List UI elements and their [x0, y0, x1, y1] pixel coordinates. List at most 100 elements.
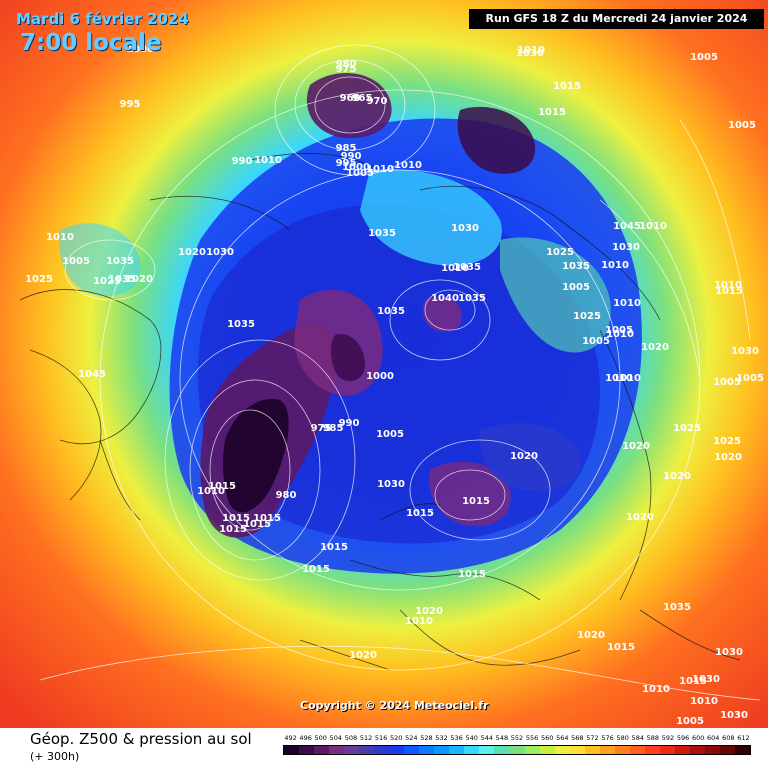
legend-swatch [479, 746, 495, 754]
legend-swatch [554, 746, 570, 754]
pressure-label: 1030 [731, 346, 759, 357]
legend-swatch [659, 746, 675, 754]
pressure-label: 1005 [346, 168, 374, 179]
legend-swatch [329, 746, 345, 754]
pressure-label: 1025 [673, 423, 701, 434]
legend-label: 560 [540, 734, 554, 742]
pressure-label: 1005 [562, 282, 590, 293]
purple-core-arctic [330, 334, 365, 382]
pressure-label: 1010 [394, 160, 422, 171]
pressure-label: 965 [352, 93, 373, 104]
pressure-label: 1015 [406, 508, 434, 519]
pressure-label: 1025 [573, 311, 601, 322]
pressure-label: 1020 [714, 452, 742, 463]
pressure-label: 1020 [415, 606, 443, 617]
pressure-label: 1035 [227, 319, 255, 330]
pressure-label: 1020 [626, 512, 654, 523]
legend-label: 580 [616, 734, 629, 742]
pressure-label: 1005 [676, 716, 704, 727]
legend-label: 520 [390, 734, 403, 742]
legend-swatch [494, 746, 510, 754]
legend-label: 524 [405, 734, 418, 742]
pressure-label: 1040 [431, 293, 459, 304]
pressure-label: 995 [336, 158, 357, 169]
legend-swatch [314, 746, 330, 754]
pressure-label: 970 [367, 96, 388, 107]
pressure-label: 1010 [606, 329, 634, 340]
pressure-label: 1035 [663, 602, 691, 613]
legend-swatch [614, 746, 630, 754]
legend-swatch [599, 746, 615, 754]
legend-label: 612 [737, 734, 750, 742]
pressure-label: 1010 [601, 260, 629, 271]
pressure-label: 1035 [453, 262, 481, 273]
legend-swatch [419, 746, 435, 754]
pressure-label: 980 [276, 490, 297, 501]
legend-label: 608 [722, 734, 735, 742]
pressure-label: 1010 [642, 684, 670, 695]
purple-low-pacific [306, 73, 392, 139]
pressure-label: 1020 [577, 630, 605, 641]
pressure-label: 1020 [641, 342, 669, 353]
pressure-label: 1020 [663, 471, 691, 482]
legend-swatch [509, 746, 525, 754]
weather-map: 9809759609659709859909951000100510101010… [0, 0, 768, 728]
legend-labels: 492 496 500 504 508 512 516 520 524 528 532 536 540 5… [283, 734, 751, 745]
pressure-label: 1025 [25, 274, 53, 285]
pressure-label: 1005 [690, 52, 718, 63]
pressure-label: 1030 [516, 48, 544, 59]
pressure-label: 1015 [219, 524, 247, 535]
pressure-label: 1010 [690, 696, 718, 707]
pressure-label: 1020 [349, 650, 377, 661]
copyright-text: Copyright © 2024 Meteociel.fr [300, 699, 489, 712]
pressure-label: 990 [339, 418, 360, 429]
pressure-label: 1020 [125, 274, 153, 285]
legend-swatch [719, 746, 735, 754]
pressure-label: 1010 [197, 486, 225, 497]
pressure-label: 960 [340, 93, 361, 104]
legend-label: 576 [601, 734, 614, 742]
map-footer: Géop. Z500 & pression au sol (+ 300h) 49… [0, 728, 768, 768]
pressure-label: 1010 [613, 298, 641, 309]
pressure-label: 1010 [366, 164, 394, 175]
pressure-label: 1030 [715, 647, 743, 658]
pressure-label: 1015 [208, 481, 236, 492]
green-band-region [500, 237, 611, 353]
legend-label: 504 [329, 734, 343, 742]
pressure-label: 1015 [553, 81, 581, 92]
legend-label: 588 [646, 734, 660, 742]
pressure-label: 1015 [222, 513, 250, 524]
pressure-label: 980 [336, 59, 357, 70]
pressure-label: 1010 [613, 373, 641, 384]
pressure-label: 1030 [451, 223, 479, 234]
forecast-lead-time: (+ 300h) [30, 750, 80, 763]
legend-swatch [569, 746, 585, 754]
model-run-info: Run GFS 18 Z du Mercredi 24 janvier 2024 [469, 9, 764, 29]
pressure-label: 1010 [405, 616, 433, 627]
pressure-label: 1005 [62, 256, 90, 267]
pressure-label: 1020 [178, 247, 206, 258]
legend-label: 540 [465, 734, 478, 742]
legend-label: 564 [556, 734, 569, 742]
legend-swatch [434, 746, 450, 754]
legend-label: 584 [631, 734, 644, 742]
pressure-label: 975 [336, 64, 357, 75]
legend-swatch [359, 746, 375, 754]
legend-swatch [464, 746, 480, 754]
legend-swatch [689, 746, 705, 754]
pressure-label: 1005 [605, 325, 633, 336]
pressure-label: 1045 [613, 221, 641, 232]
legend-label: 528 [420, 734, 433, 742]
pressure-label: 1035 [458, 293, 486, 304]
pressure-label: 1035 [106, 256, 134, 267]
pressure-label: 1010 [46, 232, 74, 243]
pressure-label: 1025 [713, 436, 741, 447]
pressure-label: 990 [232, 156, 253, 167]
pressure-label: 1010 [441, 263, 469, 274]
purple-cell-center [422, 296, 463, 332]
pressure-label: 985 [323, 423, 344, 434]
legend-swatch [374, 746, 390, 754]
legend-label: 512 [359, 734, 373, 742]
legend-label: 500 [314, 734, 327, 742]
pressure-label: 1000 [126, 44, 154, 55]
